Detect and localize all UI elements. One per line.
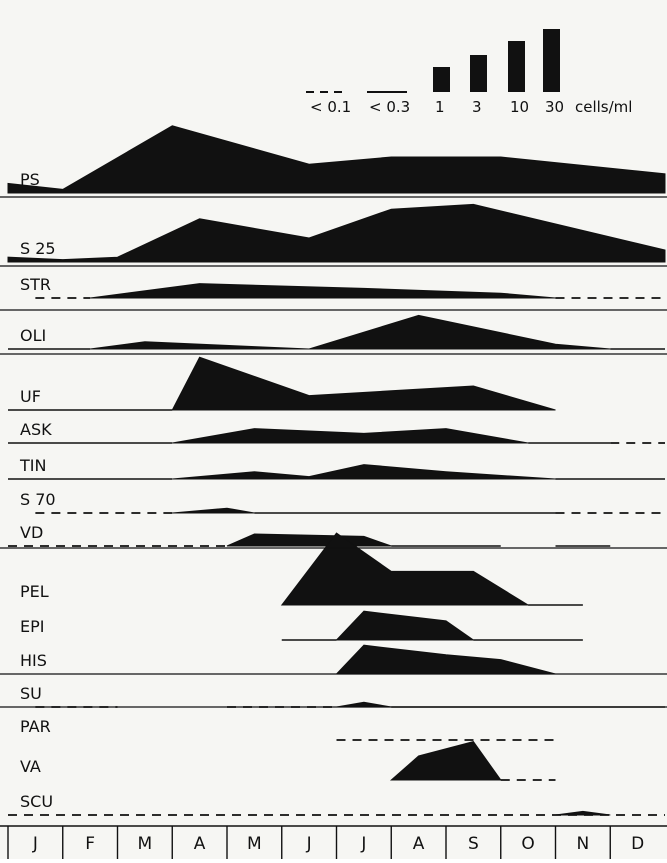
taxon-row: PEL — [20, 532, 583, 606]
taxon-label: HIS — [20, 651, 47, 670]
month-label: N — [577, 834, 590, 854]
taxon-abundance-area — [389, 741, 502, 781]
month-label: A — [194, 834, 206, 854]
taxon-abundance-area — [90, 283, 556, 299]
taxon-abundance-area — [171, 356, 556, 411]
taxon-row: HIS — [20, 644, 556, 675]
legend-label: 10 — [510, 98, 529, 116]
taxon-row: OLI — [8, 314, 665, 350]
month-label: J — [306, 834, 312, 854]
legend-label: 3 — [472, 98, 482, 116]
taxon-row: PAR — [20, 717, 556, 741]
legend-unit: cells/ml — [575, 98, 632, 116]
taxon-label: TIN — [19, 456, 46, 475]
legend: < 0.1 < 0.3 1 3 10 30 cells/ml — [306, 29, 632, 116]
month-label: D — [631, 834, 644, 854]
taxon-abundance-area — [226, 533, 392, 547]
taxon-label: PEL — [20, 582, 49, 601]
taxon-label: PAR — [20, 717, 51, 736]
taxon-label: VA — [20, 757, 41, 776]
legend-label: 1 — [435, 98, 445, 116]
taxon-row: UF — [8, 356, 556, 411]
taxon-label: VD — [20, 523, 43, 542]
legend-label: < 0.1 — [310, 98, 351, 116]
taxon-row: STR — [20, 275, 665, 299]
taxon-row: TIN — [8, 456, 665, 480]
month-label: O — [521, 834, 534, 854]
legend-swatch-bar — [470, 55, 487, 92]
taxon-row: S 70 — [20, 490, 665, 514]
taxon-abundance-area — [7, 203, 666, 263]
taxon-abundance-area — [90, 314, 611, 350]
taxon-row: SCU — [8, 792, 665, 816]
taxon-label: STR — [20, 275, 51, 294]
taxon-label: S 70 — [20, 490, 56, 509]
taxon-row: EPI — [20, 610, 583, 641]
taxon-abundance-area — [172, 464, 556, 480]
month-label: J — [360, 834, 366, 854]
legend-swatch-bar — [433, 67, 450, 92]
taxon-label: S 25 — [20, 239, 56, 258]
legend-swatch-bar — [508, 41, 525, 92]
taxon-abundance-area — [335, 610, 475, 641]
taxon-abundance-area — [555, 810, 611, 816]
month-label: S — [468, 834, 479, 854]
taxon-label: ASK — [20, 420, 52, 439]
month-label: M — [138, 834, 153, 854]
taxon-abundance-area — [7, 125, 666, 194]
taxon-row: S 25 — [7, 203, 666, 263]
taxon-abundance-area — [335, 644, 556, 675]
taxa-rows: PS S 25 STR OLI UF ASK TIN S 70 VD PEL EPI HIS SU PAR… — [0, 125, 667, 816]
taxon-row: PS — [7, 125, 666, 194]
legend-label: < 0.3 — [369, 98, 410, 116]
taxon-label: EPI — [20, 617, 44, 636]
taxon-label: OLI — [20, 326, 46, 345]
taxon-row: VD — [8, 523, 611, 547]
taxon-row: ASK — [8, 420, 665, 444]
taxon-row: SU — [20, 684, 665, 708]
taxon-label: SU — [20, 684, 42, 703]
month-label: F — [85, 834, 95, 854]
taxon-abundance-area — [336, 701, 392, 708]
month-label: A — [413, 834, 425, 854]
month-label: J — [32, 834, 38, 854]
legend-swatch-bar — [543, 29, 560, 92]
taxon-label: PS — [20, 170, 40, 189]
taxon-abundance-area — [172, 507, 255, 514]
taxon-row: VA — [20, 741, 556, 781]
taxon-label: UF — [20, 387, 41, 406]
taxon-abundance-area — [280, 532, 530, 606]
legend-label: 30 — [545, 98, 564, 116]
taxon-abundance-area — [172, 428, 529, 444]
month-label: M — [247, 834, 262, 854]
taxon-label: SCU — [20, 792, 53, 811]
